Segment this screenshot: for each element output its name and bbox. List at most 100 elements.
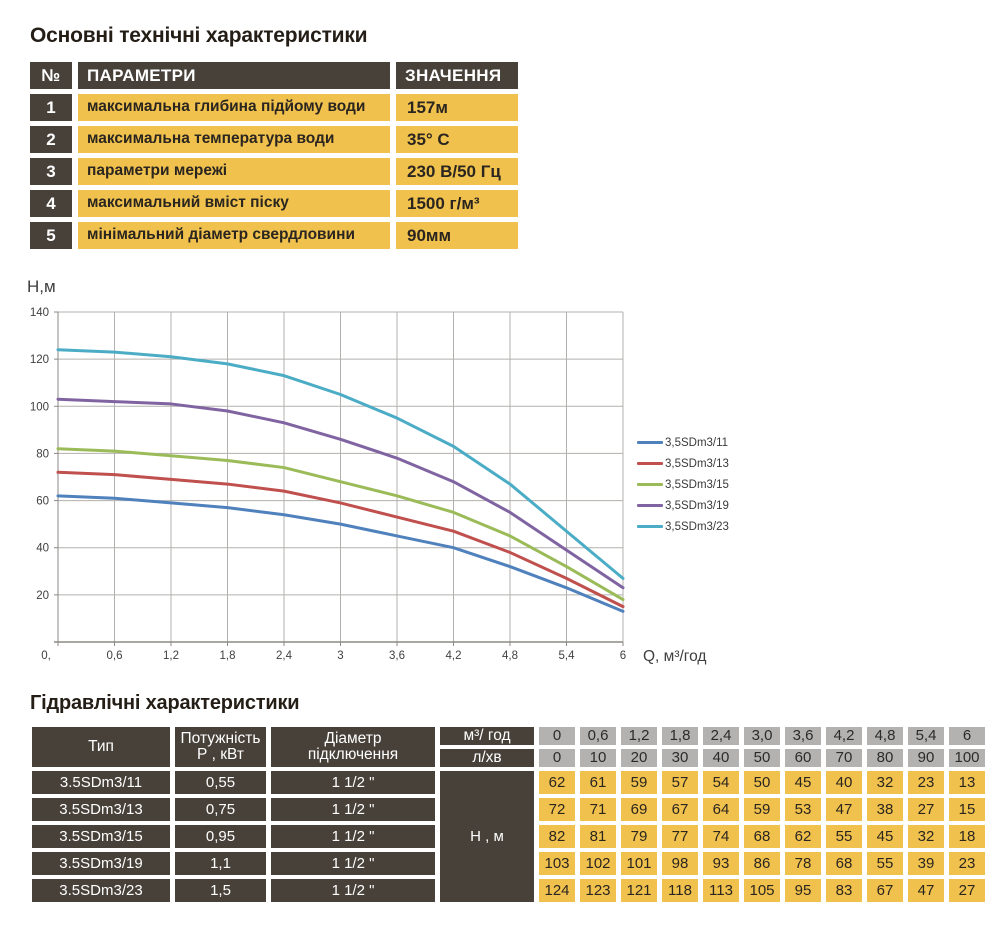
flow-lmin-cell: 70 (826, 749, 862, 767)
y-tick-label: 100 (30, 401, 49, 413)
flow-lmin-cell: 0 (539, 749, 575, 767)
flow-lmin-cell: 80 (867, 749, 903, 767)
legend-label: 3,5SDm3/15 (665, 478, 729, 491)
head-value-cell: 54 (703, 771, 739, 794)
flow-m3h-cell: 3,0 (744, 727, 780, 745)
x-tick-label: 1,8 (220, 650, 236, 662)
flow-lmin-cell: 20 (621, 749, 657, 767)
hydro-power-cell: 0,55 (175, 771, 266, 794)
hydro-power-cell: 0,95 (175, 825, 266, 848)
legend-item: 3,5SDm3/13 (637, 453, 729, 474)
x-tick-label: 5,4 (559, 650, 576, 662)
series-curve-3-5SDm3-23 (56, 348, 625, 580)
head-value-cell: 23 (908, 771, 944, 794)
spec-num-cell: 1 (30, 94, 72, 121)
chart-legend: 3,5SDm3/11 3,5SDm3/13 3,5SDm3/15 3,5SDm3/19… (637, 432, 729, 537)
head-value-cell: 45 (867, 825, 903, 848)
x-tick-label: 3 (337, 650, 343, 662)
col-header-flow-m3h: м³/ год (440, 727, 534, 745)
head-value-cell: 123 (580, 879, 616, 902)
y-tick-label: 140 (30, 307, 49, 319)
legend-label: 3,5SDm3/11 (665, 436, 729, 449)
flow-m3h-cell: 1,8 (662, 727, 698, 745)
y-tick-label: 80 (36, 448, 49, 460)
head-value-cell: 67 (662, 798, 698, 821)
spec-header-param: ПАРАМЕТРИ (78, 62, 390, 89)
col-header-power: Потужність Р , кВт (175, 727, 266, 767)
head-value-cell: 105 (744, 879, 780, 902)
head-value-cell: 40 (826, 771, 862, 794)
head-value-cell: 13 (949, 771, 985, 794)
head-value-cell: 121 (621, 879, 657, 902)
x-tick-label: 1,2 (163, 650, 179, 662)
flow-m3h-cell: 0 (539, 727, 575, 745)
spec-header-value: ЗНАЧЕННЯ (396, 62, 518, 89)
flow-lmin-cell: 60 (785, 749, 821, 767)
x-tick-label: 0,6 (107, 650, 123, 662)
head-value-cell: 18 (949, 825, 985, 848)
col-header-flow-lmin: л/хв (440, 749, 534, 767)
pump-curves-chart: 20 40 60 80 100 120 140 0, 0,6 1,2 1,8 2,4 3 3,6 4,2 4,… (0, 272, 1000, 682)
head-value-cell: 64 (703, 798, 739, 821)
hydro-power-cell: 1,5 (175, 879, 266, 902)
x-tick-label: 6 (620, 650, 626, 662)
series-curve-3-5SDm3-19 (56, 397, 625, 590)
col-header-power-line1: Потужність (180, 729, 261, 747)
legend-line-swatch (637, 525, 663, 528)
head-value-cell: 95 (785, 879, 821, 902)
head-value-cell: 102 (580, 852, 616, 875)
hydro-diameter-cell: 1 1/2 " (271, 852, 435, 875)
flow-m3h-cell: 6 (949, 727, 985, 745)
spec-value-cell: 35° С (396, 126, 518, 153)
head-value-cell: 67 (867, 879, 903, 902)
flow-m3h-cell: 4,2 (826, 727, 862, 745)
spec-value-cell: 90мм (396, 222, 518, 249)
spec-param-cell: максимальна глибина підйому води (78, 94, 390, 121)
head-value-cell: 81 (580, 825, 616, 848)
head-value-cell: 118 (662, 879, 698, 902)
head-value-cell: 62 (539, 771, 575, 794)
legend-item: 3,5SDm3/15 (637, 474, 729, 495)
head-value-cell: 93 (703, 852, 739, 875)
spec-value-cell: 230 В/50 Гц (396, 158, 518, 185)
head-value-cell: 79 (621, 825, 657, 848)
head-value-cell: 55 (826, 825, 862, 848)
series-curve-3-5SDm3-15 (56, 447, 625, 602)
legend-line-swatch (637, 441, 663, 444)
flow-lmin-cell: 10 (580, 749, 616, 767)
spec-value-cell: 1500 г/м³ (396, 190, 518, 217)
legend-item: 3,5SDm3/11 (637, 432, 729, 453)
series-curve-3-5SDm3-13 (56, 470, 625, 609)
hydro-type-cell: 3.5SDm3/19 (32, 852, 170, 875)
head-value-cell: 71 (580, 798, 616, 821)
spec-num-cell: 5 (30, 222, 72, 249)
head-value-cell: 59 (621, 771, 657, 794)
spec-num-cell: 3 (30, 158, 72, 185)
col-header-diameter-line1: Діаметр (324, 729, 382, 747)
flow-lmin-cell: 100 (949, 749, 985, 767)
head-value-cell: 78 (785, 852, 821, 875)
hydraulic-table: Тип Потужність Р , кВт Діаметр підключен… (32, 727, 985, 902)
spec-num-cell: 4 (30, 190, 72, 217)
spec-param-cell: параметри мережі (78, 158, 390, 185)
legend-label: 3,5SDm3/13 (665, 457, 729, 470)
hydro-power-cell: 0,75 (175, 798, 266, 821)
x-tick-label: 4,8 (502, 650, 518, 662)
spec-table: № ПАРАМЕТРИ ЗНАЧЕННЯ 1 максимальна глибин… (30, 62, 518, 249)
legend-label: 3,5SDm3/23 (665, 520, 729, 533)
flow-lmin-cell: 50 (744, 749, 780, 767)
x-tick-label: 4,2 (446, 650, 462, 662)
series-curve-3-5SDm3-11 (56, 494, 625, 613)
flow-m3h-cell: 4,8 (867, 727, 903, 745)
spec-param-cell: мінімальний діаметр свердловини (78, 222, 390, 249)
legend-line-swatch (637, 483, 663, 486)
col-header-diameter-line2: підключення (307, 746, 399, 763)
y-axis-title: Н,м (27, 277, 56, 296)
spec-value-cell: 157м (396, 94, 518, 121)
head-value-cell: 101 (621, 852, 657, 875)
head-value-cell: 57 (662, 771, 698, 794)
y-tick-label: 60 (36, 496, 49, 508)
legend-item: 3,5SDm3/23 (637, 516, 729, 537)
head-value-cell: 83 (826, 879, 862, 902)
spec-num-cell: 2 (30, 126, 72, 153)
